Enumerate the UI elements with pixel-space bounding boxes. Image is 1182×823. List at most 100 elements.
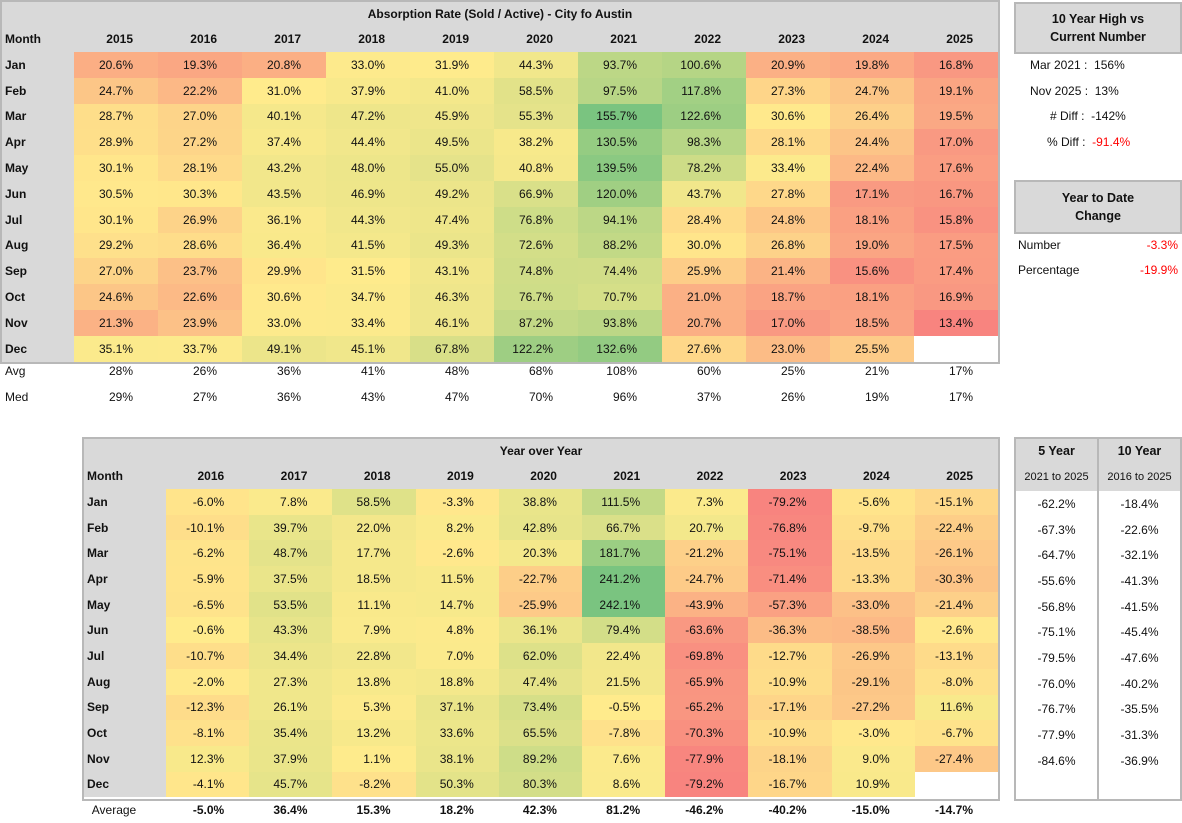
heatmap-cell: 122.6%	[662, 103, 746, 130]
heatmap-cell: 26.9%	[158, 206, 242, 233]
heatmap-cell: 35.1%	[74, 335, 158, 362]
heatmap-cell: 22.0%	[332, 514, 416, 541]
heatmap-cell: 19.0%	[830, 232, 914, 259]
median-row-value: 36%	[276, 390, 301, 404]
heatmap-cell: 8.6%	[581, 771, 666, 798]
year-column-header: 2022	[665, 463, 749, 489]
average-row-value: 25%	[780, 364, 805, 378]
heatmap-cell: 19.1%	[914, 77, 998, 104]
heatmap-cell: 79.4%	[581, 617, 666, 644]
five-year-change: -76.0%	[1016, 670, 1099, 697]
high-vs-current-header: 10 Year High vs Current Number	[1014, 2, 1182, 54]
heatmap-cell: -5.9%	[166, 566, 250, 592]
heatmap-cell: -36.3%	[748, 617, 832, 644]
heatmap-cell: 31.0%	[242, 77, 326, 104]
heatmap-cell: -21.2%	[665, 540, 749, 567]
heatmap-cell: 100.6%	[662, 52, 746, 78]
heatmap-cell: 22.8%	[332, 643, 416, 669]
heatmap-cell: 21.3%	[74, 309, 158, 336]
heatmap-cell: 45.9%	[410, 103, 494, 130]
stat-label: Nov 2025 :	[1030, 84, 1089, 98]
heatmap-cell: 30.6%	[746, 103, 830, 130]
year-column-header: 2021	[578, 26, 662, 52]
stat-label: # Diff :	[1050, 109, 1085, 123]
heatmap-cell: 7.9%	[332, 617, 416, 644]
average-row-value: 81.2%	[606, 803, 641, 817]
month-label: Jun	[84, 617, 166, 644]
heatmap-cell: -10.9%	[748, 668, 832, 695]
five-year-change: -75.1%	[1016, 619, 1099, 646]
heatmap-cell: 31.5%	[326, 258, 410, 285]
heatmap-cell: -7.8%	[581, 720, 666, 746]
month-label: Jul	[2, 206, 74, 233]
heatmap-cell: 36.1%	[498, 617, 582, 644]
table-row: Jan 20.6% 19.3% 20.8% 33.0% 31.9% 44.3% 93.7% 10…	[2, 52, 998, 78]
heatmap-cell: 28.1%	[746, 129, 830, 156]
heatmap-cell: 17.5%	[914, 232, 998, 259]
heatmap-cell: 28.6%	[158, 232, 242, 259]
average-row-value: 18.2%	[439, 803, 474, 817]
heatmap-cell: 7.6%	[581, 745, 666, 772]
heatmap-cell: 66.7%	[581, 514, 666, 541]
heatmap-cell: 27.0%	[74, 258, 158, 285]
heatmap-cell: 55.3%	[494, 103, 578, 130]
heatmap-cell: -79.2%	[665, 771, 749, 798]
heatmap-cell: 21.0%	[662, 284, 746, 310]
median-row-label: Med	[5, 390, 29, 404]
heatmap-cell: 31.9%	[410, 52, 494, 78]
heatmap-cell: 16.8%	[914, 52, 998, 78]
heatmap-cell: 18.7%	[746, 284, 830, 310]
table-row: Jan -6.0% 7.8% 58.5% -3.3% 38.8% 111.5% 7.3% -79…	[84, 489, 998, 515]
heatmap-cell: 27.3%	[746, 77, 830, 104]
heatmap-cell: 181.7%	[581, 540, 666, 567]
table-row: Mar 28.7% 27.0% 40.1% 47.2% 45.9% 55.3% 155.7% 1…	[2, 103, 998, 130]
stat-label: Mar 2021 :	[1030, 58, 1088, 72]
median-row-value: 19%	[864, 390, 889, 404]
average-row-value: -40.2%	[768, 803, 807, 817]
median-row-value: 96%	[612, 390, 637, 404]
heatmap-cell: 47.4%	[410, 206, 494, 233]
heatmap-cell	[915, 772, 998, 798]
month-label: Nov	[84, 745, 166, 772]
table-row: Apr -5.9% 37.5% 18.5% 11.5% -22.7% 241.2% -24.7…	[84, 566, 998, 592]
month-label: Sep	[2, 258, 74, 285]
heatmap-cell: -29.1%	[831, 668, 915, 695]
five-year-change: -77.9%	[1016, 722, 1099, 748]
heatmap-cell: -38.5%	[831, 617, 915, 644]
heatmap-cell: 30.0%	[662, 232, 746, 259]
year-column-header: 2023	[746, 26, 830, 52]
heatmap-cell: 20.8%	[242, 52, 326, 78]
heatmap-cell: -8.2%	[332, 771, 416, 798]
heatmap-cell: 25.5%	[830, 335, 914, 362]
heatmap-cell: 13.8%	[332, 668, 416, 695]
year-column-header: 2020	[498, 463, 582, 489]
heatmap-cell: -18.1%	[748, 745, 832, 772]
five-year-change: -55.6%	[1016, 568, 1099, 594]
heatmap-cell: -2.6%	[914, 617, 998, 644]
heatmap-cell: -0.6%	[166, 617, 250, 644]
month-label: Dec	[2, 335, 74, 362]
month-label: May	[2, 155, 74, 181]
heatmap-cell: 33.4%	[746, 155, 830, 181]
current-stat: Nov 2025 : 13%	[1030, 84, 1119, 98]
year-column-header: 2016	[166, 463, 250, 489]
heatmap-cell: 4.8%	[415, 617, 499, 644]
heatmap-cell: -10.1%	[166, 514, 250, 541]
median-row-value: 47%	[444, 390, 469, 404]
heatmap-cell: 20.6%	[74, 52, 158, 78]
average-row-value: 17%	[948, 364, 973, 378]
heatmap-cell: -10.9%	[748, 720, 832, 746]
median-row-value: 17%	[948, 390, 973, 404]
table-row: Dec 35.1% 33.7% 49.1% 45.1% 67.8% 122.2% 132.6%…	[2, 335, 998, 362]
heatmap-cell: -25.9%	[498, 591, 582, 618]
ten-year-change: -18.4%	[1120, 496, 1159, 511]
year-column-header: 2024	[830, 26, 914, 52]
heatmap-cell: -65.9%	[665, 668, 749, 695]
stat-value: -91.4%	[1092, 135, 1131, 149]
heatmap-cell: 76.7%	[494, 284, 578, 310]
month-label: Feb	[84, 514, 166, 541]
heatmap-cell: 21.4%	[746, 258, 830, 285]
heatmap-cell: 53.5%	[249, 591, 333, 618]
average-row-value: -14.7%	[934, 803, 973, 817]
year-column-header: 2020	[494, 26, 578, 52]
